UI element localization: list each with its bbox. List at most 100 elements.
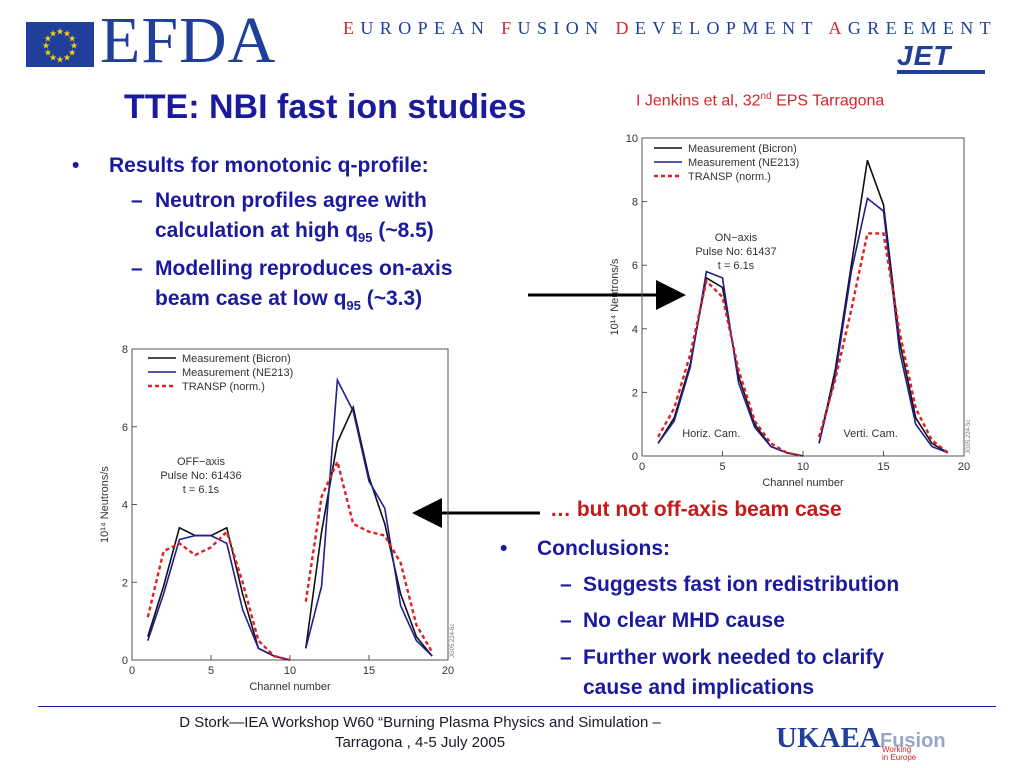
y-tick-label: 0 [122,655,128,667]
eu-star: ★ [44,48,52,58]
x-tick-label: 0 [129,665,135,677]
efda-word: GREEMENT [847,18,998,38]
sub-bullet-2-text: beam case at low q [155,287,347,310]
legend-label: Measurement (NE213) [688,157,799,169]
x-tick-label: 0 [639,461,645,473]
efda-word: EVELOPMENT [634,18,819,38]
efda-initial: D [615,18,635,38]
sub-bullet-1-tail: (~8.5) [372,219,434,242]
series-line [818,196,949,454]
annotation-text: Pulse No: 61437 [695,246,776,258]
series-line [146,529,291,662]
x-axis-label: Channel number [249,681,331,693]
series-line [657,270,804,457]
sub-dash-4: – [560,609,572,632]
q95-sub: 95 [346,298,361,314]
eu-star: ★ [70,41,78,51]
page-title: TTE: NBI fast ion studies [124,88,527,126]
annotation-text: t = 6.1s [718,260,755,272]
legend-label: Measurement (NE213) [182,367,293,379]
legend-label: TRANSP (norm.) [688,171,771,183]
x-tick-label: 20 [442,665,454,677]
eu-star: ★ [56,27,64,37]
legend-label: Measurement (Bicron) [182,353,291,365]
conclusion-item: Suggests fast ion redistribution [583,573,900,596]
y-tick-label: 6 [632,260,638,272]
series-line [147,534,291,661]
camera-label: Horiz. Cam. [682,428,740,440]
q95-sub: 95 [358,230,373,246]
y-tick-label: 8 [632,197,638,209]
fusion-logo: Fusion [880,730,946,752]
series-line [304,458,434,653]
conclusion-item: cause and implications [583,676,815,699]
series-line [305,404,433,657]
x-tick-label: 20 [958,461,970,473]
legend-label: TRANSP (norm.) [182,381,265,393]
figure-stamp: JG05.224-5c [966,420,972,454]
eu-stars-icon: ★★★★★★★★★★★★ [42,27,78,65]
figure-stamp: JG05.224-6c [450,624,456,658]
y-tick-label: 4 [122,500,128,512]
sub-bullet-2-line2: beam case at low q95 (~3.3) [155,284,422,321]
sub-bullet-1-line1: Neutron profiles agree with [155,189,427,212]
y-tick-label: 2 [632,387,638,399]
footer-text: D Stork—IEA Workshop W60 “Burning Plasma… [140,713,700,753]
sub-dash-1: – [131,189,143,212]
plot-frame [131,348,449,661]
efda-word: UROPEAN [360,18,491,38]
sub-bullet-2-line1: Modelling reproduces on-axis [155,257,453,280]
footer-line-1: D Stork—IEA Workshop W60 “Burning Plasma… [179,714,661,731]
sub-dash-3: – [560,573,572,596]
bullet-dot: • [500,537,508,560]
annotation-text: OFF−axis [177,456,225,468]
x-tick-label: 15 [363,665,375,677]
eu-flag-logo: ★ ★ ★ ★ ★ ★ ★ ★ ★ ★ ★ ★ [26,22,94,67]
fusion-sub-2: in Europe [882,753,917,762]
eu-star: ★ [63,28,71,38]
y-tick-label: 2 [122,577,128,589]
chart-on-axis: 0 5 10 15 20 0 2 4 6 8 10 Channel number 10¹⁴ Neutro… [609,133,972,489]
series-line [818,160,949,454]
eu-star: ★ [68,34,76,44]
jet-logo-bar [897,70,985,74]
camera-label: Verti. Cam. [843,428,897,440]
bullet-dot: • [72,154,80,177]
fusion-logo-sub: Working in Europe [882,746,916,762]
y-tick-label: 0 [632,451,638,463]
plot-frame [641,137,965,457]
eu-star: ★ [49,28,57,38]
chart-off-axis: 0 5 10 15 20 0 2 4 6 8 Channel number 10¹⁴ Neutrons… [99,344,456,693]
eu-star: ★ [42,41,50,51]
conclusion-item: Further work needed to clarify [583,646,885,669]
series-line [817,232,949,454]
eu-star: ★ [63,53,71,63]
annotation-text: t = 6.1s [183,484,220,496]
bullet-conclusions: • Conclusions: [500,534,670,564]
sub-bullet-2-tail: (~3.3) [360,287,423,310]
efda-initial: E [343,18,361,38]
efda-word: USION [517,18,605,38]
conclusions-heading: Conclusions: [537,537,671,560]
bullet-results-text: Results for monotonic q-profile: [109,154,429,177]
sub-bullet-1-text: calculation at high q [155,219,359,242]
bullet-results: • Results for monotonic q-profile: [72,151,429,181]
annotation-text: Pulse No: 61436 [160,470,241,482]
eu-star: ★ [49,53,57,63]
efda-initial: F [501,18,518,38]
sub-dash-2: – [131,257,143,280]
x-axis-label: Channel number [762,477,844,489]
citation: I Jenkins et al, 32nd EPS Tarragona [636,91,884,110]
efda-logo: EFDA [100,4,277,77]
footer-divider [38,706,996,707]
x-tick-label: 5 [719,461,725,473]
y-tick-label: 8 [122,344,128,356]
sub-bullet-1-line2: calculation at high q95 (~8.5) [155,216,434,253]
fusion-sub-1: Working [882,745,912,754]
eu-star: ★ [44,34,52,44]
citation-rest: EPS Tarragona [771,92,885,110]
citation-sup: nd [760,91,772,102]
legend-label: Measurement (Bicron) [688,143,797,155]
y-axis-label: 10¹⁴ Neutrons/s [609,258,621,335]
